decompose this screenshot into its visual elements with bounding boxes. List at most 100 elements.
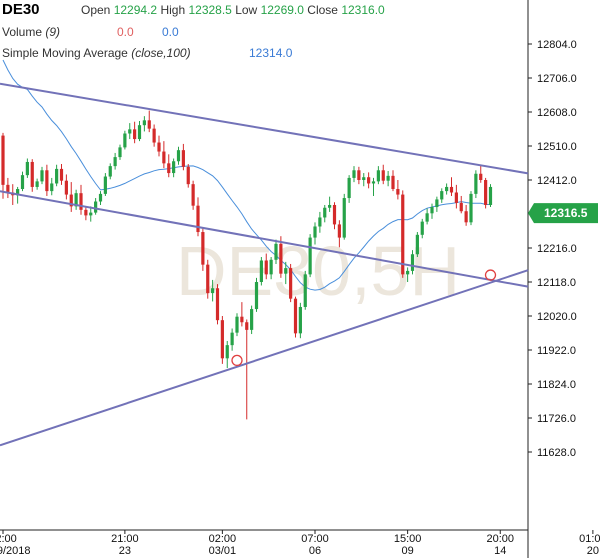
x-tick-date: 03/01: [209, 545, 237, 557]
candle-body: [362, 177, 366, 180]
candle-body: [332, 204, 337, 225]
candle-body: [206, 264, 210, 294]
candle-body: [445, 186, 449, 192]
x-tick-time: 02:00: [0, 533, 17, 545]
candle-body: [449, 186, 454, 193]
candle-body: [342, 198, 346, 238]
candle-body: [376, 170, 380, 182]
x-tick-date: 14: [494, 545, 506, 557]
candle-body: [147, 120, 151, 129]
candle-body: [435, 199, 439, 208]
candle-body: [176, 150, 181, 162]
candle-body: [406, 270, 410, 275]
x-tick-time: 07:00: [301, 533, 329, 545]
candle-body: [94, 201, 98, 213]
candle-body: [181, 150, 185, 167]
candle-body: [35, 181, 39, 187]
candle-body: [162, 151, 166, 164]
open-value: 12294.2: [113, 3, 158, 17]
sma-param: (close,100): [131, 46, 191, 60]
x-tick-time: 15:00: [394, 533, 422, 545]
candle-body: [6, 184, 10, 193]
candle-body: [464, 211, 468, 223]
candle-body: [459, 202, 463, 212]
volume-param: (9): [45, 25, 61, 39]
intersection-marker: [231, 354, 243, 367]
x-tick-date: 09: [402, 545, 414, 557]
x-tick-date: 06: [309, 545, 321, 557]
close-label: Close: [307, 3, 338, 17]
candle-body: [401, 194, 405, 275]
candle-body: [318, 217, 322, 227]
volume-label: Volume: [2, 25, 43, 39]
trendline-upper-resistance[interactable]: [0, 82, 529, 175]
candle-body: [391, 175, 395, 190]
candle-body: [264, 260, 268, 275]
candle-body: [128, 129, 132, 134]
candle-body: [357, 170, 361, 180]
candle-body: [142, 120, 146, 126]
y-tick-label: 12706.0: [537, 73, 577, 85]
candle-body: [16, 189, 20, 196]
y-tick-label: 12020.0: [537, 311, 577, 323]
candle-body: [469, 193, 473, 223]
volume-legend[interactable]: Volume (9): [2, 25, 60, 39]
candle-body: [167, 163, 171, 174]
x-tick-date: 20: [587, 545, 599, 557]
sma-legend[interactable]: Simple Moving Average (close,100): [2, 46, 191, 60]
x-tick-date: 02/19/2018: [0, 545, 31, 557]
candle-body: [45, 170, 49, 192]
candle-body: [371, 181, 376, 184]
low-value: 12269.0: [260, 3, 304, 17]
candle-body: [113, 157, 117, 167]
candle-body: [298, 306, 302, 334]
candle-body: [225, 345, 229, 359]
sma-line: [2, 59, 491, 291]
candle-body: [328, 204, 332, 208]
candle-body: [269, 259, 273, 275]
candle-body: [186, 166, 190, 185]
candle-body: [337, 224, 341, 238]
intersection-marker: [484, 269, 497, 281]
candle-body: [191, 184, 195, 206]
candle-body: [108, 166, 112, 177]
ohlc-readout: Open 12294.2 High 12328.5 Low 12269.0 Cl…: [81, 3, 385, 17]
symbol-title: DE30: [2, 1, 40, 18]
y-tick-label: 12608.0: [537, 107, 577, 119]
candle-body: [289, 268, 293, 299]
candle-body: [440, 191, 444, 200]
y-tick-label: 11726.0: [537, 413, 576, 425]
candle-body: [157, 142, 161, 152]
candle-body: [381, 170, 385, 181]
candle-body: [293, 298, 298, 334]
candle-body: [240, 316, 244, 323]
trendline-mid-support[interactable]: [0, 190, 529, 288]
volume-value-1: 0.0: [117, 25, 134, 39]
trendline-rising-support[interactable]: [0, 269, 529, 447]
candle-body: [74, 193, 78, 207]
x-tick-time: 01:00: [579, 533, 600, 545]
candle-body: [84, 209, 88, 216]
candle-body: [137, 125, 142, 140]
y-tick-label: 12118.0: [537, 277, 576, 289]
candle-body: [215, 288, 220, 321]
y-tick-label: 11628.0: [537, 447, 576, 459]
candle-body: [59, 168, 64, 181]
x-tick-time: 02:00: [209, 533, 237, 545]
x-tick-time: 20:00: [486, 533, 514, 545]
last-price-badge: [528, 203, 598, 224]
candle-body: [103, 176, 107, 194]
candle-body: [415, 234, 419, 255]
candle-body: [367, 177, 371, 184]
candle-body: [303, 274, 307, 307]
candle-body: [430, 207, 434, 214]
candle-body: [118, 147, 122, 158]
x-tick-date: 23: [119, 545, 131, 557]
open-label: Open: [81, 3, 111, 17]
candle-body: [410, 254, 415, 271]
candle-body: [313, 226, 317, 238]
candle-body: [259, 260, 263, 282]
candle-body: [308, 237, 312, 275]
high-label: High: [160, 3, 186, 17]
